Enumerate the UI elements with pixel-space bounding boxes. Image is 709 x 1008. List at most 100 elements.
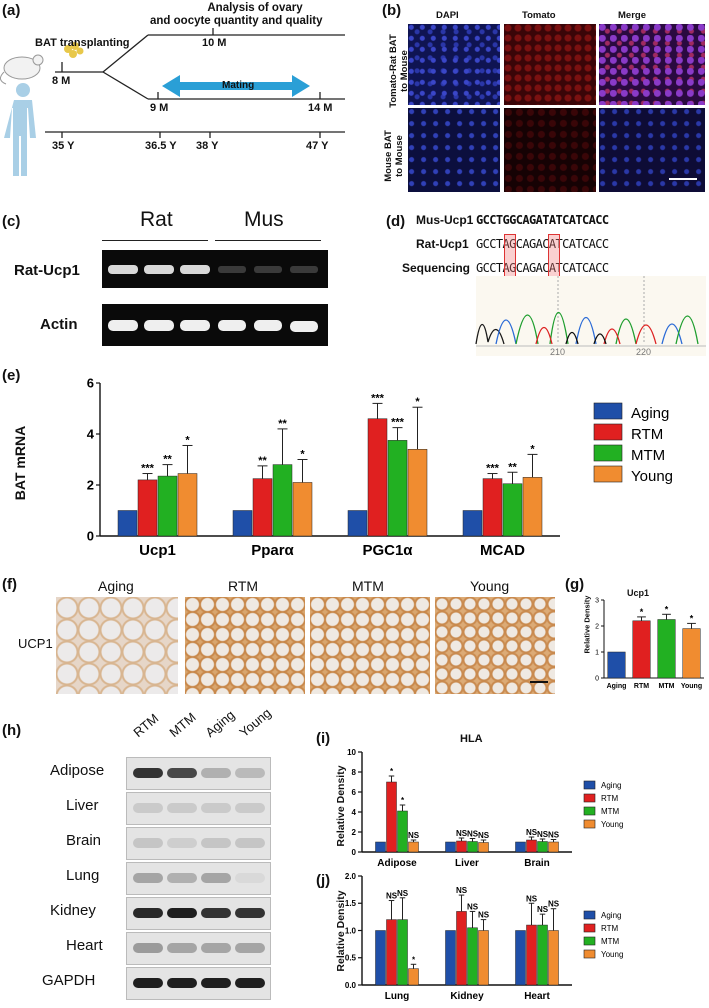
panel-label-e: (e) [2,367,21,384]
panel-label-j: (j) [316,872,331,889]
bar [117,510,138,537]
significance-label: NS [548,900,560,909]
f-row-label: UCP1 [18,636,53,651]
category-label: PGC1α [362,542,413,559]
blot-strip-gapdh [126,967,271,1000]
bar [456,911,467,986]
month-8-label: 8 M [52,75,71,87]
significance-label: *** [371,392,385,404]
y-tick-label: 10 [347,748,356,757]
significance-label: * [640,607,644,617]
blot-band [167,943,197,953]
bar [467,927,478,986]
bar [445,841,456,853]
col-dapi: DAPI [436,10,459,21]
category-label: Kidney [450,991,484,1002]
bar [397,919,408,986]
row-actin: Actin [40,316,78,333]
significance-label: * [390,767,394,776]
legend-swatch [583,910,596,920]
blot-band [133,768,163,778]
category-label: RTM [634,683,649,690]
f-label-mtm: MTM [352,578,384,594]
blot-band [133,978,163,988]
legend-label: RTM [601,924,619,933]
blot-band [235,943,265,953]
legend-label: MTM [631,447,665,464]
category-label: Pparα [251,542,294,559]
legend-label: RTM [601,794,619,803]
blot-band [167,838,197,848]
blot-strip-liver [126,792,271,825]
micrograph-merge-rat [599,24,705,105]
seq-label-mus: Mus-Ucp1 [416,213,474,227]
col-tomato: Tomato [522,10,556,21]
y-tick-label: 0 [352,848,357,857]
legend-swatch [593,423,623,441]
significance-label: NS [408,831,420,840]
panel-label-i: (i) [316,730,331,747]
legend-label: Young [631,468,673,485]
tissue-label-brain: Brain [66,832,102,849]
month-9-label: 9 M [150,102,169,114]
category-label: MCAD [480,542,525,559]
significance-label: * [412,955,416,964]
legend-label: Young [601,950,623,959]
tissue-label-heart: Heart [66,937,103,954]
category-label: Liver [455,858,479,869]
mouse-icon [0,54,44,85]
legend-label: Aging [631,405,669,422]
significance-label: NS [526,894,538,903]
legend-swatch [583,819,596,829]
significance-label: NS [548,831,560,840]
y-tick-label: 2 [87,478,94,493]
bat-transplant-label: BAT transplanting [35,37,130,49]
chrom-tick-220: 220 [636,347,652,357]
y-tick-label: 1 [595,650,599,657]
blot-band [133,838,163,848]
bar [445,930,456,986]
bar [375,930,386,986]
blot-band [201,908,231,918]
blot-strip-brain [126,827,271,860]
legend-label: Aging [601,911,621,920]
y-tick-label: 4 [352,808,357,817]
y-tick-label: 2 [595,624,599,631]
micrograph-tomato-mouse [504,108,596,192]
seq-label-sequencing: Sequencing [402,261,471,275]
panel-label-f: (f) [2,576,17,593]
mating-arrow [162,75,310,97]
y-tick-label: 4 [87,427,95,442]
bar [526,924,537,986]
chart-i-title: HLA [460,733,483,745]
blot-band [235,908,265,918]
significance-label: ** [163,454,172,466]
blot-band [201,838,231,848]
significance-label: *** [141,463,155,475]
seq-sequencing: GCCTAGCAGACATCATCACC [476,261,609,275]
mating-label: Mating [222,80,255,91]
f-label-aging: Aging [98,578,134,594]
legend-label: RTM [631,426,663,443]
panel-label-d: (d) [386,213,406,230]
significance-label: ** [258,455,267,467]
blot-band [167,978,197,988]
year-35-label: 35 Y [52,140,75,152]
blot-band [167,908,197,918]
legend-label: MTM [601,807,620,816]
bar [462,510,483,537]
seq-mus: GCCTGGCAGATATCATCACC [476,213,609,227]
blot-band [235,838,265,848]
group-rat: Rat [140,208,173,231]
blot-band [167,873,197,883]
significance-label: NS [478,831,490,840]
blot-strip-adipose [126,757,271,790]
tissue-label-gapdh: GAPDH [42,972,96,989]
legend-swatch [583,923,596,933]
tissue-label-liver: Liver [66,797,99,814]
year-365-label: 36.5 Y [145,140,177,152]
blot-band [133,908,163,918]
significance-label: ** [278,418,287,430]
legend-swatch [583,780,596,790]
blot-band [133,803,163,813]
